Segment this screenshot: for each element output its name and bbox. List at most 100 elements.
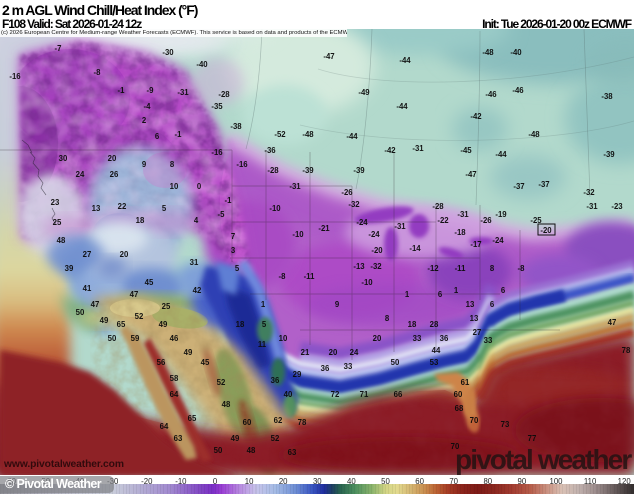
svg-text:49: 49 — [159, 320, 168, 329]
svg-text:50: 50 — [108, 334, 117, 343]
svg-text:7: 7 — [231, 232, 235, 241]
svg-text:33: 33 — [344, 362, 353, 371]
svg-text:-48: -48 — [482, 48, 494, 57]
svg-text:-31: -31 — [457, 210, 469, 219]
svg-text:-32: -32 — [583, 188, 595, 197]
svg-text:25: 25 — [53, 218, 62, 227]
svg-text:-38: -38 — [601, 92, 613, 101]
svg-text:18: 18 — [136, 216, 145, 225]
svg-text:-12: -12 — [427, 264, 439, 273]
svg-text:66: 66 — [394, 390, 403, 399]
svg-text:58: 58 — [170, 374, 179, 383]
svg-text:5: 5 — [262, 320, 267, 329]
svg-text:20: 20 — [329, 348, 338, 357]
svg-text:20: 20 — [373, 334, 382, 343]
svg-text:60: 60 — [243, 418, 252, 427]
svg-text:25: 25 — [162, 302, 171, 311]
svg-text:2: 2 — [142, 116, 147, 125]
svg-text:47: 47 — [130, 290, 139, 299]
svg-text:31: 31 — [190, 258, 199, 267]
svg-text:8: 8 — [385, 314, 390, 323]
svg-text:6: 6 — [438, 290, 443, 299]
svg-text:-17: -17 — [470, 240, 481, 249]
svg-text:4: 4 — [194, 216, 199, 225]
svg-text:-42: -42 — [470, 112, 482, 121]
svg-text:62: 62 — [274, 416, 283, 425]
svg-text:-13: -13 — [353, 262, 365, 271]
svg-text:64: 64 — [170, 390, 179, 399]
svg-text:78: 78 — [298, 418, 307, 427]
svg-text:-32: -32 — [370, 262, 382, 271]
svg-text:6: 6 — [501, 286, 506, 295]
svg-text:-16: -16 — [9, 72, 21, 81]
svg-text:-25: -25 — [530, 216, 542, 225]
svg-text:59: 59 — [131, 334, 140, 343]
svg-text:36: 36 — [271, 376, 280, 385]
svg-text:-48: -48 — [528, 130, 540, 139]
svg-text:-22: -22 — [437, 216, 449, 225]
svg-text:22: 22 — [118, 202, 127, 211]
svg-text:-10: -10 — [269, 204, 281, 213]
svg-text:-28: -28 — [267, 166, 279, 175]
svg-text:47: 47 — [91, 300, 100, 309]
svg-text:-31: -31 — [289, 182, 301, 191]
svg-text:28: 28 — [430, 320, 439, 329]
svg-text:-18: -18 — [454, 228, 466, 237]
svg-text:8: 8 — [170, 160, 175, 169]
svg-text:33: 33 — [413, 334, 422, 343]
svg-text:78: 78 — [622, 346, 631, 355]
svg-text:5: 5 — [235, 264, 240, 273]
svg-text:49: 49 — [231, 434, 240, 443]
svg-text:-5: -5 — [218, 210, 226, 219]
svg-text:20: 20 — [108, 154, 117, 163]
svg-text:48: 48 — [57, 236, 66, 245]
svg-text:61: 61 — [461, 378, 470, 387]
svg-text:45: 45 — [201, 358, 210, 367]
svg-text:47: 47 — [608, 318, 617, 327]
svg-text:45: 45 — [145, 278, 154, 287]
svg-text:-37: -37 — [538, 180, 549, 189]
svg-text:-23: -23 — [611, 202, 623, 211]
svg-text:6: 6 — [155, 132, 160, 141]
svg-text:-39: -39 — [302, 166, 314, 175]
svg-text:-16: -16 — [236, 160, 248, 169]
svg-text:-31: -31 — [177, 88, 189, 97]
svg-text:3: 3 — [231, 246, 236, 255]
svg-text:13: 13 — [92, 204, 101, 213]
svg-text:-47: -47 — [323, 52, 334, 61]
svg-text:11: 11 — [258, 340, 267, 349]
svg-text:-1: -1 — [118, 86, 126, 95]
svg-text:72: 72 — [331, 390, 340, 399]
svg-text:63: 63 — [288, 448, 297, 457]
svg-text:42: 42 — [193, 286, 202, 295]
svg-text:-47: -47 — [465, 170, 476, 179]
svg-text:-1: -1 — [175, 130, 183, 139]
svg-text:29: 29 — [293, 370, 302, 379]
svg-text:30: 30 — [59, 154, 68, 163]
svg-text:-8: -8 — [94, 68, 102, 77]
svg-text:27: 27 — [83, 250, 92, 259]
svg-text:-30: -30 — [162, 48, 174, 57]
svg-text:36: 36 — [321, 364, 330, 373]
svg-text:53: 53 — [430, 358, 439, 367]
svg-text:-26: -26 — [480, 216, 492, 225]
svg-text:-24: -24 — [492, 236, 504, 245]
svg-text:-36: -36 — [264, 146, 276, 155]
svg-text:-11: -11 — [304, 272, 316, 281]
svg-text:-42: -42 — [384, 146, 396, 155]
svg-text:27: 27 — [473, 328, 482, 337]
svg-text:50: 50 — [76, 308, 85, 317]
svg-text:-46: -46 — [512, 86, 524, 95]
svg-text:44: 44 — [432, 346, 441, 355]
svg-text:-49: -49 — [358, 88, 370, 97]
svg-text:-10: -10 — [292, 230, 304, 239]
svg-text:-4: -4 — [144, 102, 152, 111]
svg-text:-28: -28 — [218, 90, 230, 99]
svg-text:-11: -11 — [455, 264, 467, 273]
svg-text:-19: -19 — [495, 210, 507, 219]
svg-text:0: 0 — [197, 182, 202, 191]
svg-text:70: 70 — [470, 416, 479, 425]
svg-text:18: 18 — [408, 320, 417, 329]
svg-text:49: 49 — [184, 348, 193, 357]
svg-text:63: 63 — [174, 434, 183, 443]
